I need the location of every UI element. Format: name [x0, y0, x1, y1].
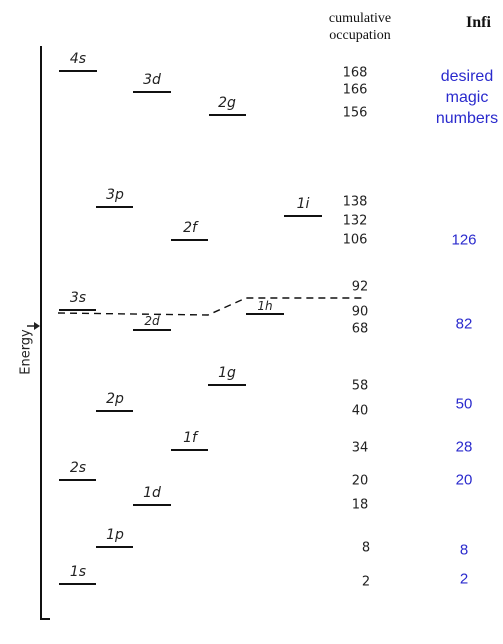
- level-label-2d: 2d: [144, 314, 160, 328]
- energy-arrow-head: [34, 322, 40, 330]
- magic-number: 8: [459, 541, 469, 559]
- magic-number: 82: [455, 315, 473, 333]
- occupation-number: 18: [351, 497, 369, 513]
- magic-number: 126: [451, 231, 477, 249]
- magic-number: 2: [459, 570, 469, 588]
- occupation-number: 166: [342, 82, 368, 98]
- magic-header-line2: magic: [445, 89, 489, 106]
- energy-axis-label: Energy: [18, 329, 34, 375]
- level-label-1i: 1i: [296, 196, 310, 212]
- shell-gap-dashed-line: [57, 297, 363, 316]
- occupation-number: 168: [342, 65, 368, 81]
- cumulative-occupation-header-line1: cumulative: [328, 11, 392, 26]
- level-label-4s: 4s: [69, 51, 87, 67]
- occupation-number: 20: [351, 473, 369, 489]
- magic-header-line3: numbers: [435, 110, 499, 127]
- inf-header-text: Infi: [466, 14, 491, 31]
- level-label-2p: 2p: [106, 391, 124, 407]
- occupation-number: 34: [351, 440, 369, 456]
- occupation-number: 2: [361, 574, 371, 590]
- occupation-number: 132: [342, 213, 368, 229]
- level-label-1p: 1p: [106, 527, 124, 543]
- level-label-1g: 1g: [218, 365, 236, 381]
- occupation-number: 58: [351, 378, 369, 394]
- cumulative-occupation-header: cumulative occupation: [305, 10, 415, 44]
- occupation-number: 90: [351, 304, 369, 320]
- level-label-3p: 3p: [106, 187, 124, 203]
- cumulative-occupation-header-line2: occupation: [329, 28, 391, 43]
- level-label-1s: 1s: [69, 564, 87, 580]
- level-label-2g: 2g: [218, 95, 236, 111]
- occupation-number: 92: [351, 279, 369, 295]
- level-label-1h: 1h: [257, 299, 273, 313]
- occupation-number: 138: [342, 194, 368, 210]
- occupation-number: 156: [342, 105, 368, 121]
- level-label-2f: 2f: [183, 220, 197, 236]
- desired-magic-numbers-header: desired magic numbers: [412, 66, 503, 129]
- magic-number: 20: [455, 471, 473, 489]
- level-label-1d: 1d: [143, 485, 161, 501]
- level-label-3d: 3d: [143, 72, 161, 88]
- level-label-1f: 1f: [183, 430, 197, 446]
- occupation-number: 106: [342, 232, 368, 248]
- magic-header-line1: desired: [440, 68, 494, 85]
- level-label-3s: 3s: [69, 290, 87, 306]
- magic-number: 28: [455, 438, 473, 456]
- level-label-2s: 2s: [69, 460, 87, 476]
- occupation-number: 8: [361, 540, 371, 556]
- occupation-number: 68: [351, 321, 369, 337]
- magic-number: 50: [455, 395, 473, 413]
- occupation-number: 40: [351, 403, 369, 419]
